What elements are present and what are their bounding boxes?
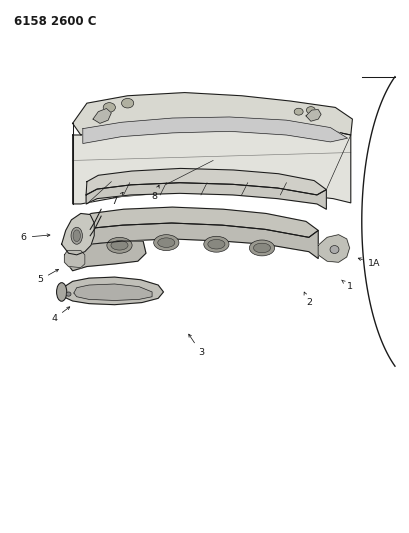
Text: 4: 4: [51, 307, 70, 323]
Text: 6: 6: [21, 233, 50, 242]
Text: 7: 7: [111, 192, 123, 206]
Text: 5: 5: [37, 269, 58, 284]
Ellipse shape: [107, 237, 132, 253]
Polygon shape: [64, 251, 85, 268]
Ellipse shape: [121, 99, 133, 108]
Polygon shape: [86, 183, 326, 209]
Ellipse shape: [249, 240, 274, 256]
Text: 2: 2: [303, 292, 311, 307]
Text: 3: 3: [188, 334, 204, 357]
Polygon shape: [305, 110, 320, 121]
Ellipse shape: [103, 103, 115, 112]
Ellipse shape: [157, 238, 175, 247]
Ellipse shape: [111, 240, 128, 250]
Text: 1: 1: [341, 280, 352, 291]
Polygon shape: [72, 93, 352, 135]
Ellipse shape: [207, 239, 225, 249]
Ellipse shape: [73, 230, 80, 241]
Polygon shape: [86, 168, 326, 195]
Polygon shape: [61, 214, 94, 255]
Polygon shape: [74, 284, 152, 301]
Ellipse shape: [71, 227, 82, 244]
Text: 1A: 1A: [357, 258, 379, 268]
Polygon shape: [79, 223, 317, 259]
Text: 8: 8: [151, 185, 159, 201]
Polygon shape: [67, 241, 146, 271]
Ellipse shape: [203, 236, 229, 252]
Polygon shape: [79, 207, 317, 237]
Polygon shape: [93, 109, 111, 123]
Ellipse shape: [153, 235, 178, 251]
Ellipse shape: [253, 243, 270, 253]
Polygon shape: [317, 235, 349, 262]
Polygon shape: [61, 277, 163, 305]
Ellipse shape: [56, 282, 67, 301]
Ellipse shape: [66, 292, 71, 296]
Polygon shape: [72, 120, 350, 204]
Text: 6158 2600 C: 6158 2600 C: [13, 14, 96, 28]
Ellipse shape: [294, 108, 302, 115]
Ellipse shape: [306, 107, 315, 114]
Polygon shape: [83, 117, 347, 143]
Ellipse shape: [329, 246, 338, 254]
